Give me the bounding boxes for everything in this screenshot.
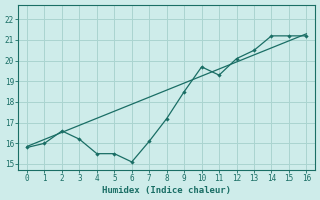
- X-axis label: Humidex (Indice chaleur): Humidex (Indice chaleur): [102, 186, 231, 195]
